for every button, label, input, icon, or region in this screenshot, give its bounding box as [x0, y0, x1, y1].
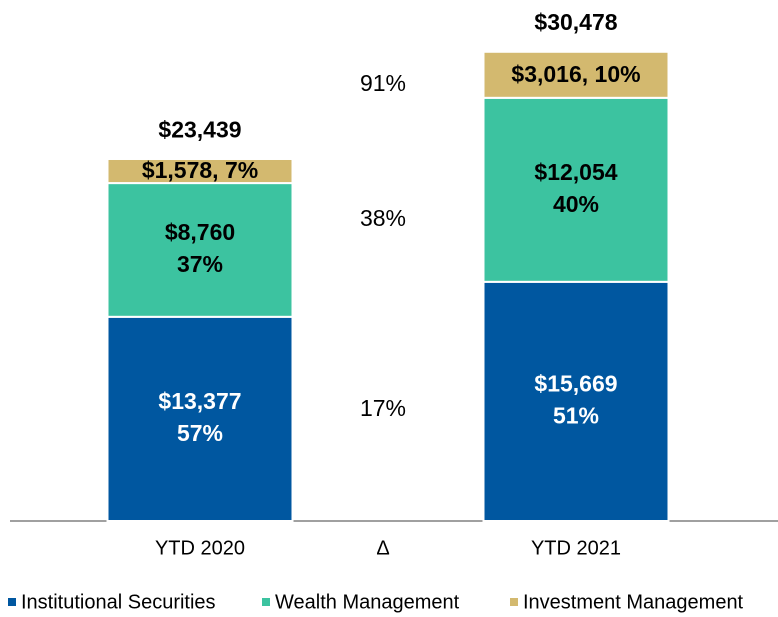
legend-label: Investment Management [523, 591, 744, 613]
delta-label: Δ [376, 537, 389, 559]
share-label: 37% [177, 251, 223, 277]
x-tick-label: YTD 2020 [155, 537, 245, 559]
value-label: $13,377 [158, 388, 241, 414]
bar-segment [482, 50, 670, 99]
value-label: $1,578, 7% [142, 157, 258, 183]
growth-label: 38% [360, 205, 406, 231]
share-label: 57% [177, 420, 223, 446]
bar-segment [482, 280, 670, 522]
legend-label: Institutional Securities [21, 591, 216, 613]
growth-label: 17% [360, 395, 406, 421]
value-label: $15,669 [534, 370, 617, 396]
share-label: 40% [553, 191, 599, 217]
legend-swatch [8, 598, 16, 606]
legend-label: Wealth Management [275, 591, 460, 613]
growth-label: 91% [360, 70, 406, 96]
value-label: $8,760 [165, 219, 235, 245]
value-label: $3,016, 10% [511, 61, 640, 87]
x-tick-label: YTD 2021 [531, 537, 621, 559]
bar-segment [106, 157, 294, 185]
total-label: $30,478 [534, 9, 617, 35]
legend-swatch [262, 598, 270, 606]
value-label: $12,054 [534, 159, 617, 185]
bar-segment [482, 96, 670, 283]
total-label: $23,439 [158, 116, 241, 142]
bar-segment [106, 182, 294, 318]
share-label: 51% [553, 402, 599, 428]
legend-swatch [510, 598, 518, 606]
bar-segment [106, 315, 294, 522]
